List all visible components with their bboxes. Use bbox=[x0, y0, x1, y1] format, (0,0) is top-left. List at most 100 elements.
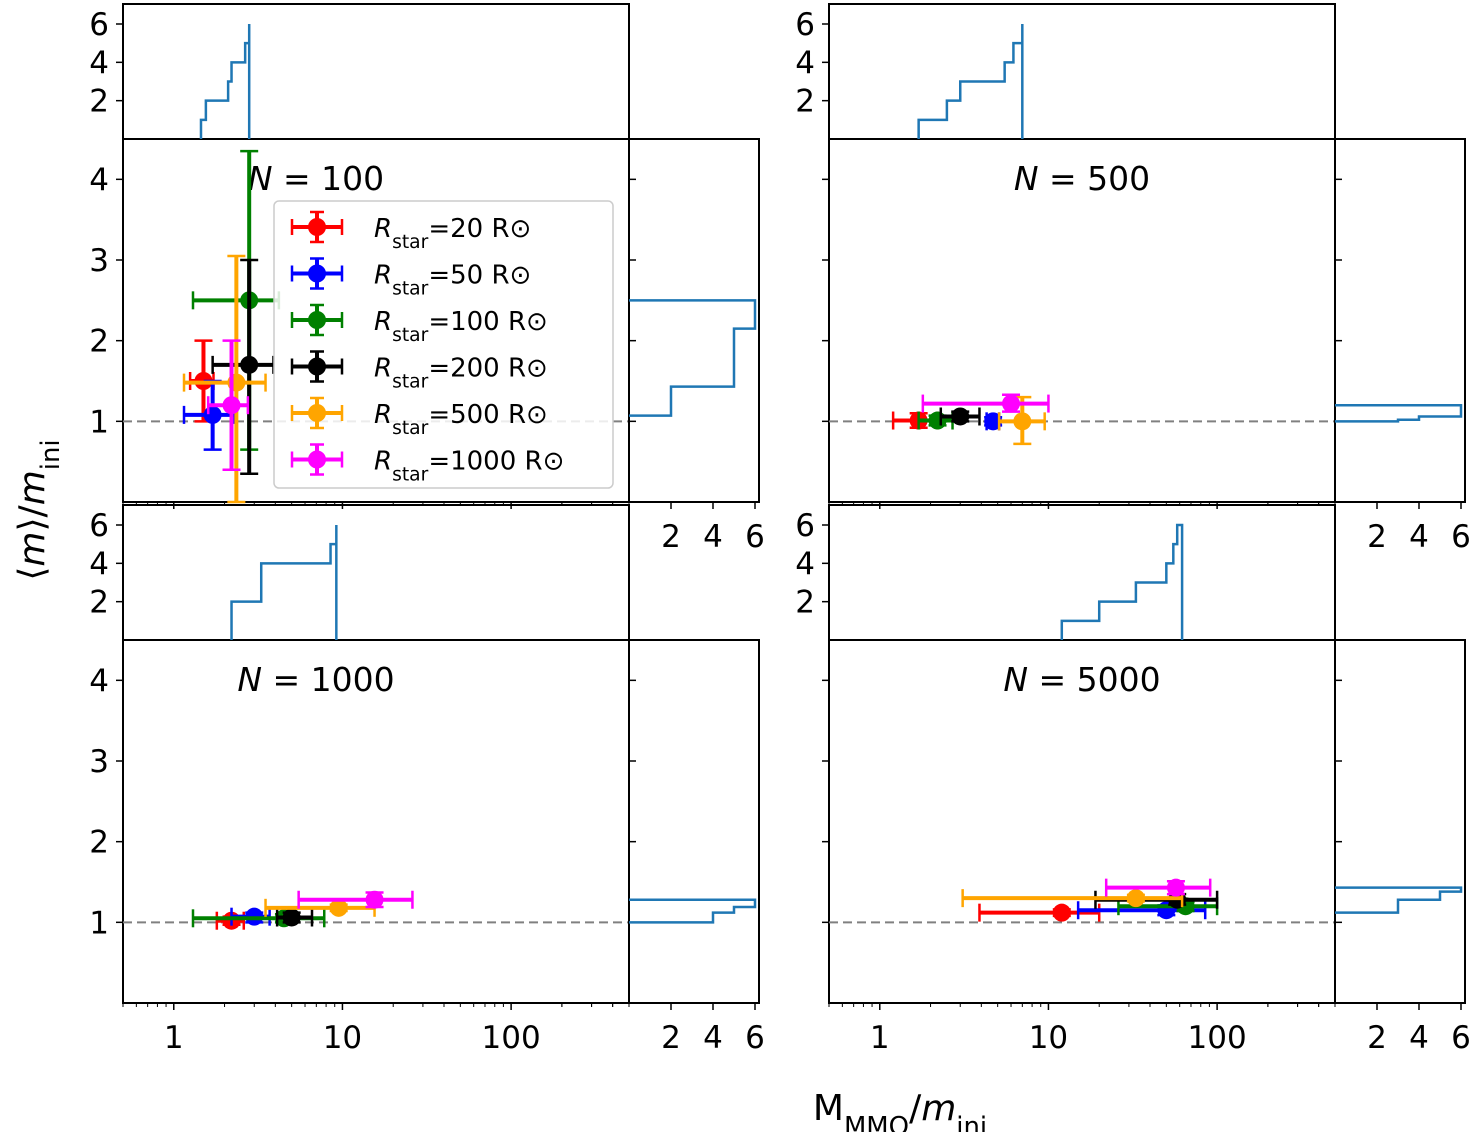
right-histogram-frame bbox=[628, 639, 760, 1004]
legend-entry: Rstar=500 R⊙ bbox=[290, 396, 548, 439]
right-histogram-frame bbox=[628, 138, 760, 503]
hist-x-tick-label: 6 bbox=[1451, 519, 1471, 555]
y-tick-label: 3 bbox=[89, 744, 109, 780]
legend-label: Rstar=200 R⊙ bbox=[374, 354, 548, 393]
x-axis-label: MMMO/mini bbox=[813, 1088, 987, 1132]
y-axis-label: ⟨m⟩/mini bbox=[12, 439, 66, 580]
hist-y-tick-label: 6 bbox=[89, 7, 109, 43]
top-histogram-frame bbox=[122, 504, 630, 641]
x-tick-label: 1 bbox=[164, 1020, 184, 1056]
data-marker bbox=[1126, 889, 1145, 908]
data-point-rstar-200 bbox=[939, 407, 981, 426]
panel-title: N = 100 bbox=[248, 159, 384, 198]
legend-entry: Rstar=100 R⊙ bbox=[290, 303, 548, 346]
hist-x-tick-label: 4 bbox=[1409, 519, 1429, 555]
data-marker bbox=[984, 412, 1003, 431]
hist-y-tick-label: 2 bbox=[89, 84, 109, 120]
legend-marker-dot bbox=[308, 264, 326, 283]
legend-marker-dot bbox=[308, 218, 326, 236]
data-point-rstar-1000 bbox=[1104, 878, 1212, 897]
x-tick-label: 100 bbox=[1188, 1020, 1247, 1056]
right-histogram-step bbox=[1335, 403, 1463, 423]
legend: Rstar=20 R⊙ Rstar=50 R⊙ Rstar=100 R⊙ Rstar=… bbox=[273, 200, 614, 489]
legend-label: Rstar=100 R⊙ bbox=[374, 307, 548, 346]
data-point-rstar-20 bbox=[978, 903, 1101, 922]
y-tick-label: 4 bbox=[89, 162, 109, 198]
right-histogram-step bbox=[629, 299, 757, 417]
hist-x-tick-label: 6 bbox=[745, 1020, 765, 1056]
hist-y-tick-label: 4 bbox=[89, 45, 109, 81]
panel-title: N = 1000 bbox=[237, 660, 394, 699]
data-point-rstar-1000 bbox=[297, 890, 414, 909]
data-marker bbox=[1166, 878, 1185, 897]
axis-labels: MMMO/mini ⟨m⟩/mini bbox=[12, 439, 987, 1132]
x-tick-label: 100 bbox=[482, 1020, 541, 1056]
legend-label: Rstar=50 R⊙ bbox=[374, 261, 531, 300]
data-marker bbox=[1052, 903, 1071, 922]
top-histogram-step bbox=[199, 24, 251, 139]
legend-entry: Rstar=20 R⊙ bbox=[290, 210, 531, 253]
hist-x-tick-label: 4 bbox=[703, 1020, 723, 1056]
hist-y-tick-label: 6 bbox=[795, 508, 815, 544]
right-histogram-step bbox=[1335, 886, 1463, 914]
right-histogram-frame bbox=[1334, 138, 1466, 503]
data-marker bbox=[282, 908, 301, 927]
hist-x-tick-label: 2 bbox=[661, 1020, 681, 1056]
data-marker bbox=[928, 411, 947, 430]
hist-x-tick-label: 2 bbox=[1367, 519, 1387, 555]
data-point-rstar-1000 bbox=[206, 339, 250, 471]
hist-x-tick-label: 6 bbox=[1451, 1020, 1471, 1056]
data-marker bbox=[1013, 412, 1032, 431]
hist-y-tick-label: 6 bbox=[89, 508, 109, 544]
legend-label: Rstar=1000 R⊙ bbox=[374, 447, 564, 486]
data-marker bbox=[222, 396, 241, 415]
legend-marker-dot bbox=[308, 311, 326, 329]
hist-x-tick-label: 2 bbox=[661, 519, 681, 555]
legend-box bbox=[273, 200, 614, 489]
right-histogram-frame bbox=[1334, 639, 1466, 1004]
hist-y-tick-label: 4 bbox=[795, 45, 815, 81]
legend-label: Rstar=20 R⊙ bbox=[374, 214, 531, 253]
hist-x-tick-label: 2 bbox=[1367, 1020, 1387, 1056]
data-marker bbox=[1002, 394, 1021, 413]
panel-title: N = 5000 bbox=[1003, 660, 1160, 699]
data-point-rstar-1000 bbox=[921, 393, 1050, 413]
legend-entry: Rstar=50 R⊙ bbox=[290, 257, 531, 300]
data-marker bbox=[203, 405, 222, 424]
hist-y-tick-label: 2 bbox=[795, 84, 815, 120]
data-marker bbox=[240, 355, 259, 374]
y-tick-label: 3 bbox=[89, 243, 109, 279]
y-tick-label: 2 bbox=[89, 324, 109, 360]
hist-y-tick-label: 2 bbox=[89, 585, 109, 621]
panel-title: N = 500 bbox=[1014, 159, 1150, 198]
top-histogram-step bbox=[1060, 523, 1184, 640]
legend-marker-dot bbox=[308, 357, 326, 376]
hist-y-tick-label: 6 bbox=[795, 7, 815, 43]
y-tick-label: 2 bbox=[89, 825, 109, 861]
top-histogram-step bbox=[230, 525, 338, 640]
y-tick-label: 4 bbox=[89, 663, 109, 699]
legend-entry: Rstar=1000 R⊙ bbox=[290, 443, 564, 486]
top-histogram-frame bbox=[828, 3, 1336, 140]
legend-marker-dot bbox=[308, 404, 326, 422]
x-tick-label: 1 bbox=[870, 1020, 890, 1056]
data-point-rstar-200 bbox=[275, 908, 314, 927]
y-tick-label: 1 bbox=[89, 404, 109, 440]
hist-y-tick-label: 2 bbox=[795, 585, 815, 621]
data-point-rstar-200 bbox=[211, 258, 275, 476]
top-histogram-frame bbox=[122, 3, 630, 140]
data-marker bbox=[951, 407, 970, 426]
right-histogram-step bbox=[629, 898, 757, 924]
data-point-rstar-50 bbox=[182, 379, 237, 451]
hist-x-tick-label: 4 bbox=[1409, 1020, 1429, 1056]
top-histogram-frame bbox=[828, 504, 1336, 641]
legend-entry: Rstar=200 R⊙ bbox=[290, 350, 548, 393]
hist-y-tick-label: 4 bbox=[795, 546, 815, 582]
legend-marker-dot bbox=[308, 450, 326, 469]
x-tick-label: 10 bbox=[1029, 1020, 1068, 1056]
